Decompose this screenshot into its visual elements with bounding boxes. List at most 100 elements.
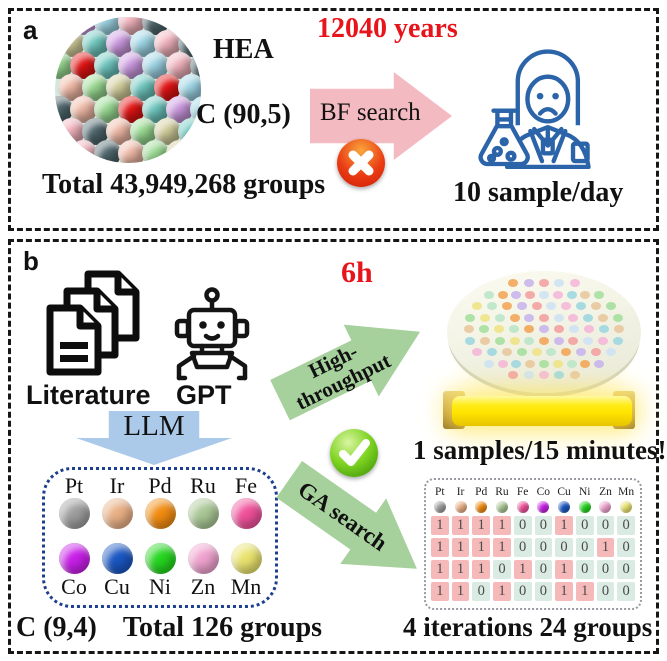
wafer-sample-dot	[594, 359, 605, 368]
wafer-sample-dot	[539, 313, 549, 322]
wafer-sample-dot	[486, 348, 497, 356]
table-header-cell: Ir	[456, 486, 465, 498]
element-circle	[101, 543, 133, 574]
table-value-cell: 0	[617, 538, 636, 557]
wafer-sample-dot	[480, 336, 491, 345]
wafer-sample-dot	[614, 325, 625, 333]
element-circle	[144, 543, 176, 574]
table-dot-cell	[472, 501, 490, 513]
element-symbol: Ru	[190, 473, 216, 498]
element-circle	[144, 498, 176, 529]
wafer-sample-dot	[580, 290, 591, 299]
wafer-sample-dot	[580, 359, 591, 368]
wafer-sample-dot	[494, 336, 505, 345]
table-value-cell: 1	[472, 538, 491, 557]
wafer-sample-dot	[594, 290, 605, 299]
element-symbol: Pt	[64, 473, 84, 498]
wafer-sample-dot	[493, 325, 504, 333]
wafer-sample-dot	[583, 313, 594, 322]
wafer-sample-dot	[566, 290, 577, 299]
table-value-cell: 0	[534, 582, 553, 601]
wafer-sample-dot	[523, 325, 534, 333]
table-dot-cell	[431, 501, 449, 513]
table-value-cell: 0	[472, 582, 491, 601]
element-circle-row	[53, 498, 267, 529]
table-header-cell: Ru	[495, 486, 509, 498]
element-cell	[53, 543, 95, 574]
wafer-sample-dot	[591, 348, 602, 356]
wafer-sample-dot	[568, 313, 579, 322]
table-value-cell: 1	[596, 538, 615, 557]
literature-documents-icon	[46, 270, 140, 376]
atom-sphere	[190, 17, 201, 35]
wafer-sample-dot	[472, 348, 482, 356]
element-dot	[558, 501, 571, 513]
table-header-cell: Co	[536, 486, 551, 498]
check-glyph	[339, 439, 370, 466]
wafer-sample-dot	[566, 359, 577, 368]
wafer-sample-dot	[511, 359, 522, 368]
element-symbol: Mn	[230, 574, 262, 599]
table-value-cell: 1	[472, 560, 491, 579]
wafer-sample-dot	[483, 290, 494, 299]
wafer-sample-dot	[552, 290, 563, 299]
table-value-cell: 1	[472, 516, 491, 535]
wafer-sample-dot	[523, 371, 534, 379]
wafer-sample-dot	[599, 325, 610, 333]
combination-a-label: C (90,5)	[196, 99, 291, 130]
wafer-sample-dot	[569, 371, 580, 379]
wafer-sample-dot	[523, 279, 534, 287]
table-dot-cell	[597, 501, 615, 513]
element-circle	[101, 498, 133, 529]
element-dot	[495, 501, 508, 513]
iterations-label: 4 iterations 24 groups	[403, 612, 653, 642]
atom-sphere	[55, 96, 73, 123]
wafer-sample-dot	[605, 348, 616, 356]
atom-sphere	[118, 140, 145, 163]
wafer-sample-dot	[591, 302, 602, 310]
wafer-sample-dot	[612, 313, 623, 322]
table-value-cell: 1	[555, 560, 573, 579]
gpt-robot-icon	[174, 287, 250, 381]
table-dot-cell	[555, 501, 573, 513]
wafer-sample-dot	[539, 325, 549, 333]
element-label-row: Co Cu Ni Zn Mn	[53, 574, 267, 599]
table-dot-cell	[576, 501, 594, 513]
element-dot	[516, 501, 529, 513]
table-value-cell: 0	[575, 560, 594, 579]
table-value-cell: 1	[493, 582, 511, 601]
element-dot	[599, 501, 612, 513]
table-header-cell: Ni	[579, 486, 591, 498]
wafer-sample-dot	[597, 336, 608, 345]
wafer-caption: 1 samples/15 minutes!	[413, 435, 667, 465]
wafer-sample-dot	[516, 302, 527, 310]
atom-sphere	[190, 52, 201, 79]
wafer-sample-dot	[568, 336, 579, 345]
table-value-cell: 0	[617, 516, 636, 535]
atom-sphere	[178, 30, 201, 57]
panel-b-label: b	[23, 246, 39, 276]
wafer-sample-dot	[569, 279, 580, 287]
element-dot	[537, 501, 550, 513]
element-cell	[182, 498, 224, 529]
cross-icon	[337, 139, 385, 187]
wafer-sample-dot	[539, 336, 549, 345]
table-header-row: Pt Ir Pd Ru Fe Co Cu Ni Zn Mn	[431, 486, 635, 498]
gpt-label: GPT	[176, 380, 232, 410]
literature-label: Literature	[26, 380, 151, 410]
table-value-cell: 0	[596, 582, 615, 601]
element-symbol: Ir	[109, 473, 125, 498]
atom-sphere	[55, 140, 73, 163]
table-value-cell: 1	[430, 560, 449, 579]
llm-arrow-label: LLM	[123, 410, 185, 442]
wafer-sample-dot	[554, 371, 565, 379]
wafer-sample-dot	[509, 313, 520, 322]
table-dot-cell	[617, 501, 635, 513]
wafer-sample-dot	[554, 279, 565, 287]
element-circle	[187, 498, 219, 529]
wafer-sample-dot	[509, 336, 520, 345]
panel-a-label: a	[23, 15, 38, 45]
element-cell	[182, 543, 224, 574]
wafer-sample-dot	[597, 313, 608, 322]
